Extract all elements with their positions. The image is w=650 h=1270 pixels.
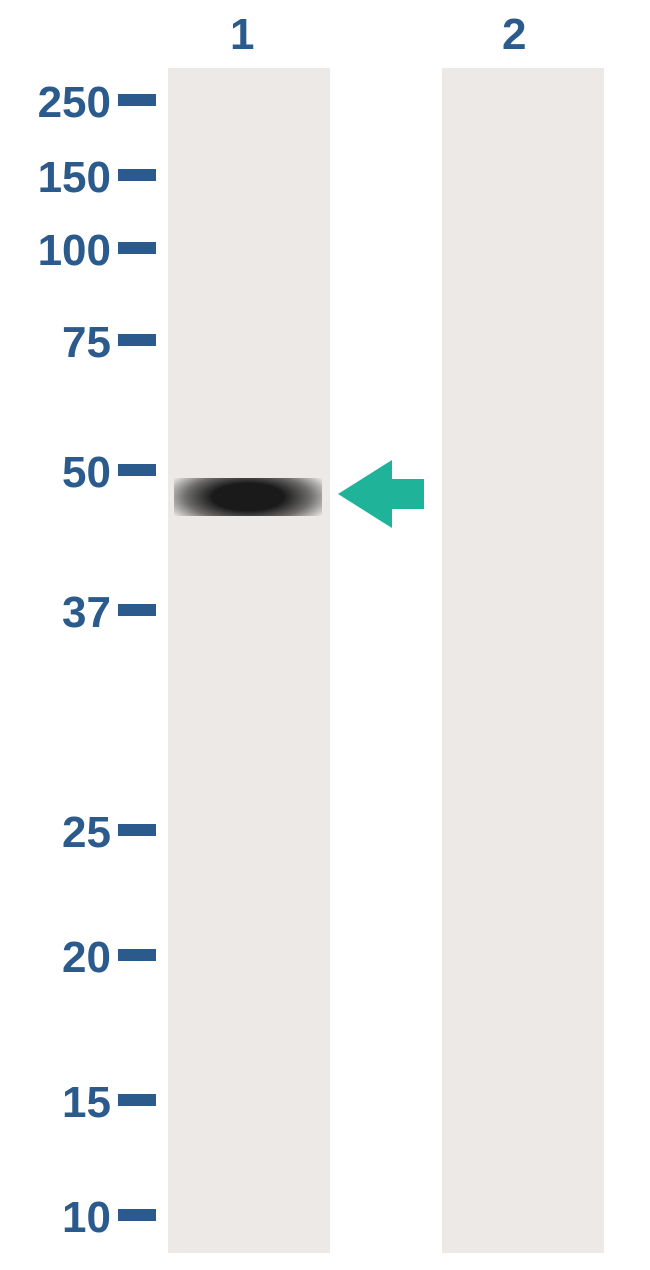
- marker-label-100: 100: [6, 226, 111, 276]
- marker-tick-15: [118, 1094, 156, 1106]
- marker-label-150: 150: [6, 153, 111, 203]
- arrow-tail: [392, 479, 424, 509]
- arrow-head-icon: [338, 460, 392, 528]
- marker-label-37: 37: [6, 588, 111, 638]
- lane-label-1: 1: [230, 10, 254, 60]
- marker-tick-250: [118, 94, 156, 106]
- lane-1: [168, 68, 330, 1253]
- protein-band-lane1: [174, 478, 322, 516]
- marker-tick-20: [118, 949, 156, 961]
- marker-label-50: 50: [6, 448, 111, 498]
- lane-2: [442, 68, 604, 1253]
- marker-label-250: 250: [6, 78, 111, 128]
- marker-label-25: 25: [6, 808, 111, 858]
- marker-tick-50: [118, 464, 156, 476]
- marker-tick-25: [118, 824, 156, 836]
- marker-tick-75: [118, 334, 156, 346]
- indicator-arrow: [338, 460, 424, 528]
- marker-label-15: 15: [6, 1078, 111, 1128]
- marker-tick-10: [118, 1209, 156, 1221]
- lane-label-2: 2: [502, 10, 526, 60]
- marker-tick-150: [118, 169, 156, 181]
- marker-tick-37: [118, 604, 156, 616]
- marker-label-20: 20: [6, 933, 111, 983]
- western-blot: 1 2 250 150 100 75 50 37 25 20 15 10: [0, 0, 650, 1270]
- marker-tick-100: [118, 242, 156, 254]
- marker-label-10: 10: [6, 1193, 111, 1243]
- marker-label-75: 75: [6, 318, 111, 368]
